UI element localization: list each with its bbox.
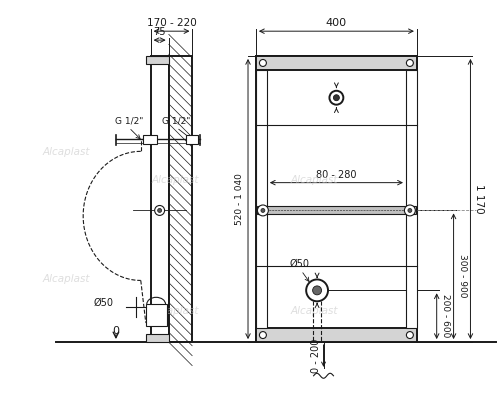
- Circle shape: [312, 286, 322, 295]
- Text: 200 - 600: 200 - 600: [440, 294, 450, 338]
- Bar: [406, 70, 417, 328]
- Text: Alcaplast: Alcaplast: [291, 175, 339, 185]
- Text: G 1/2": G 1/2": [162, 116, 190, 126]
- Text: Alcaplast: Alcaplast: [42, 274, 90, 284]
- Bar: [256, 56, 417, 342]
- Circle shape: [154, 206, 164, 216]
- Bar: [257, 206, 416, 214]
- Text: 400: 400: [326, 18, 347, 28]
- Text: Ø50: Ø50: [94, 298, 114, 308]
- Bar: [256, 70, 267, 328]
- Text: G 1/2": G 1/2": [114, 116, 143, 126]
- Circle shape: [306, 280, 328, 301]
- Bar: [150, 56, 168, 342]
- Circle shape: [261, 208, 265, 212]
- Text: Alcaplast: Alcaplast: [152, 306, 200, 316]
- Text: 300 - 900: 300 - 900: [458, 254, 466, 298]
- Bar: [168, 56, 192, 342]
- Circle shape: [334, 95, 340, 101]
- Text: 520 - 1 040: 520 - 1 040: [235, 173, 244, 225]
- Text: 170 - 220: 170 - 220: [146, 18, 196, 28]
- Circle shape: [260, 60, 266, 66]
- Bar: [146, 56, 169, 64]
- Text: Ø50: Ø50: [289, 258, 309, 268]
- Circle shape: [406, 332, 414, 338]
- Bar: [143, 136, 156, 144]
- Text: 1 170: 1 170: [474, 184, 484, 214]
- Text: 75: 75: [154, 27, 166, 37]
- Circle shape: [158, 208, 162, 212]
- Text: 0 - 200: 0 - 200: [310, 339, 320, 373]
- Circle shape: [406, 60, 414, 66]
- Circle shape: [258, 205, 268, 216]
- Circle shape: [404, 205, 415, 216]
- Circle shape: [260, 332, 266, 338]
- Text: 80 - 280: 80 - 280: [316, 170, 356, 180]
- Bar: [256, 328, 417, 342]
- Bar: [186, 136, 198, 144]
- Text: Alcaplast: Alcaplast: [291, 306, 339, 316]
- Bar: [146, 334, 169, 342]
- Bar: [256, 56, 417, 70]
- Circle shape: [330, 91, 344, 105]
- Circle shape: [408, 208, 412, 212]
- Text: 0: 0: [112, 326, 119, 336]
- Text: Alcaplast: Alcaplast: [152, 175, 200, 185]
- Text: Alcaplast: Alcaplast: [42, 147, 90, 157]
- Bar: [146, 304, 167, 326]
